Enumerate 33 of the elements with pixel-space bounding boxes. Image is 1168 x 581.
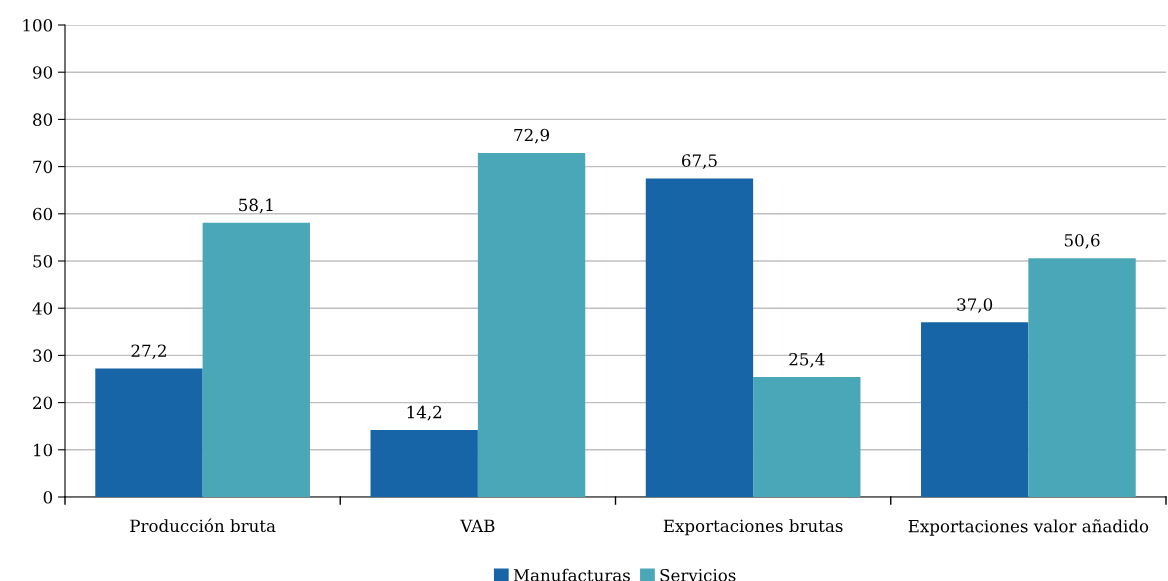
bar [370, 429, 478, 497]
y-tick-label: 0 [43, 490, 53, 504]
data-label: 14,2 [407, 405, 442, 421]
y-tick-label: 30 [33, 349, 53, 362]
y-tick-label: 100 [23, 18, 53, 32]
bar [753, 377, 861, 497]
data-label: 37,0 [957, 298, 993, 313]
y-tick-label: 60 [33, 207, 53, 221]
bar [921, 322, 1029, 497]
y-tick-label: 80 [33, 113, 53, 126]
data-label: 67,5 [682, 154, 717, 169]
data-label: 58,1 [239, 198, 273, 214]
legend-label: Servicios [660, 568, 736, 581]
x-tick-label: Exportaciones brutas [663, 519, 843, 536]
data-label: 72,9 [514, 128, 549, 144]
legend-label: Manufacturas [513, 568, 630, 581]
data-label: 25,4 [789, 352, 825, 368]
data-label: 27,2 [131, 344, 166, 360]
data-label: 50,6 [1064, 234, 1100, 249]
x-tick-label: Producción bruta [130, 518, 276, 533]
bar [202, 222, 310, 497]
x-tick-label: VAB [460, 519, 495, 532]
y-tick-label: 50 [33, 254, 53, 268]
y-tick-label: 40 [32, 302, 53, 315]
bar [95, 368, 203, 497]
y-tick-label: 10 [34, 443, 53, 457]
bar [1028, 258, 1136, 497]
bar [645, 178, 754, 497]
y-tick-label: 70 [33, 160, 53, 174]
bar [477, 152, 586, 497]
y-tick-label: 20 [33, 396, 53, 410]
y-tick-label: 90 [33, 66, 53, 79]
x-tick-label: Exportaciones valor añadido [908, 519, 1149, 536]
